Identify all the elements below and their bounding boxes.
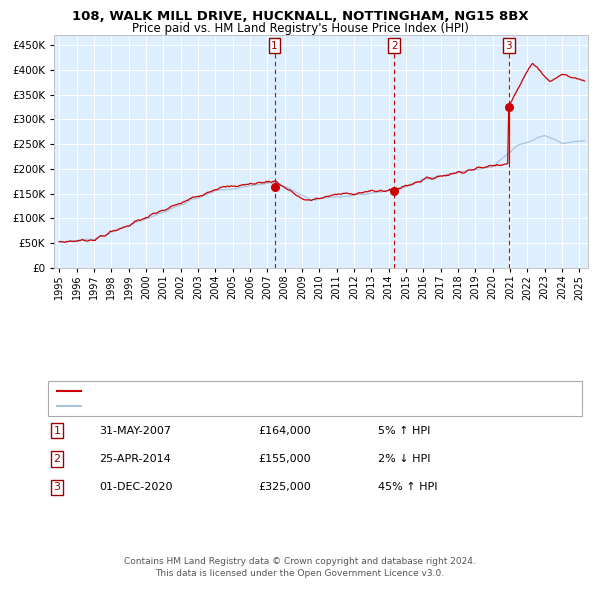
Text: 2: 2 <box>53 454 61 464</box>
Text: 31-MAY-2007: 31-MAY-2007 <box>99 426 171 435</box>
Text: £155,000: £155,000 <box>258 454 311 464</box>
Text: £164,000: £164,000 <box>258 426 311 435</box>
Text: 1: 1 <box>53 426 61 435</box>
Text: 3: 3 <box>505 41 512 51</box>
Text: This data is licensed under the Open Government Licence v3.0.: This data is licensed under the Open Gov… <box>155 569 445 578</box>
Text: 1: 1 <box>271 41 278 51</box>
Text: 25-APR-2014: 25-APR-2014 <box>99 454 171 464</box>
Text: 45% ↑ HPI: 45% ↑ HPI <box>378 483 437 492</box>
Text: 108, WALK MILL DRIVE, HUCKNALL, NOTTINGHAM, NG15 8BX: 108, WALK MILL DRIVE, HUCKNALL, NOTTINGH… <box>71 10 529 23</box>
Text: £325,000: £325,000 <box>258 483 311 492</box>
Text: Contains HM Land Registry data © Crown copyright and database right 2024.: Contains HM Land Registry data © Crown c… <box>124 558 476 566</box>
Text: Price paid vs. HM Land Registry's House Price Index (HPI): Price paid vs. HM Land Registry's House … <box>131 22 469 35</box>
Text: 2: 2 <box>391 41 397 51</box>
Text: 5% ↑ HPI: 5% ↑ HPI <box>378 426 430 435</box>
Text: 108, WALK MILL DRIVE, HUCKNALL, NOTTINGHAM, NG15 8BX (detached house): 108, WALK MILL DRIVE, HUCKNALL, NOTTINGH… <box>85 386 473 396</box>
Text: 01-DEC-2020: 01-DEC-2020 <box>99 483 173 492</box>
Text: HPI: Average price, detached house, Ashfield: HPI: Average price, detached house, Ashf… <box>85 401 305 411</box>
Text: 2% ↓ HPI: 2% ↓ HPI <box>378 454 431 464</box>
Text: 3: 3 <box>53 483 61 492</box>
